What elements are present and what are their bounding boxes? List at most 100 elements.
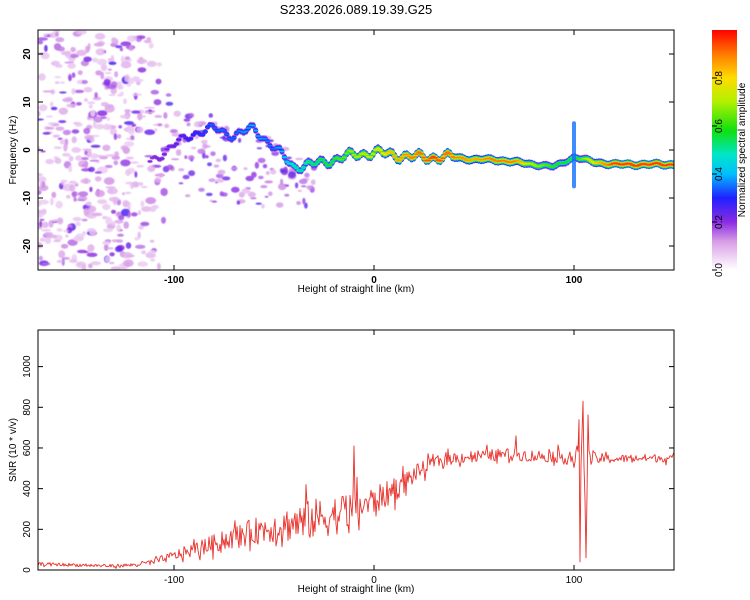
heatmap-noise-cell (116, 224, 121, 232)
heatmap-noise-cell (85, 45, 90, 53)
heatmap-noise-cell (147, 165, 156, 172)
heatmap-ridge-cell (253, 129, 259, 132)
heatmap-noise-cell (221, 176, 231, 181)
colorbar-tick-label: 0.2 (714, 215, 725, 229)
heatmap-noise-cell (295, 157, 304, 161)
heatmap-ridge-cell (397, 159, 403, 162)
heatmap-noise-cell (113, 160, 119, 166)
heatmap-ridge-cell (363, 153, 369, 156)
heatmap-noise-cell (254, 161, 260, 169)
heatmap-noise-cell (68, 165, 73, 173)
heatmap-noise-cell (280, 178, 284, 185)
colorbar-label: Normalized spectral amplitude (737, 82, 748, 217)
heatmap-noise-cell (86, 252, 98, 257)
heatmap-ridge-cell (377, 149, 383, 151)
heatmap-noise-cell (123, 221, 129, 229)
heatmap-noise-cell (97, 199, 108, 205)
heatmap-noise-cell (50, 197, 54, 206)
heatmap-noise-cell (50, 89, 56, 95)
heatmap-noise-cell (83, 86, 93, 93)
heatmap-noise-cell (38, 118, 44, 121)
x-tick-label: 0 (371, 275, 377, 286)
heatmap-noise-cell (265, 171, 270, 175)
heatmap-noise-cell (271, 151, 280, 156)
heatmap-noise-cell (204, 155, 209, 159)
snr-y-axis: 0 200 400 600 800 1000 (22, 355, 674, 573)
heatmap-ridge-cell (245, 127, 251, 129)
heatmap-noise-cell (213, 164, 220, 168)
heatmap-ridge-cell (250, 124, 256, 127)
heatmap-ridge-cell (164, 148, 170, 150)
heatmap-noise-cell (38, 173, 43, 177)
heatmap-noise-cell (68, 259, 78, 263)
heatmap-noise-cell (74, 89, 85, 94)
heatmap-noise-cell (42, 90, 53, 93)
heatmap-ridge-cell (315, 160, 321, 163)
heatmap-ridge-cell (368, 156, 374, 158)
heatmap-ridge-cell (289, 163, 295, 165)
heatmap-noise-cell (132, 181, 140, 188)
heatmap-noise-cell (66, 194, 71, 199)
heatmap-noise-cell (119, 114, 130, 119)
heatmap-noise-cell (74, 183, 79, 187)
heatmap-noise-cell (215, 178, 225, 183)
heatmap-noise-cell (38, 190, 42, 195)
heatmap-noise-cell (111, 220, 116, 226)
heatmap-noise-cell (48, 219, 54, 228)
heatmap-ridge-cell (373, 149, 379, 151)
heatmap-ridge-cell (279, 150, 285, 153)
heatmap-noise-cell (148, 42, 154, 49)
heatmap-noise-cell (47, 234, 58, 239)
heatmap-ridge-cell (224, 133, 230, 135)
heatmap-ridge-cell (308, 161, 314, 164)
heatmap-ridge-cell (149, 157, 155, 159)
heatmap-noise-cell (134, 236, 140, 241)
heatmap-ridge-cell (361, 152, 367, 154)
heatmap-noise-cell (95, 48, 106, 56)
heatmap-noise-cell (102, 123, 112, 130)
heatmap-noise-cell (100, 71, 105, 80)
y-tick-label: 800 (22, 399, 33, 416)
heatmap-noise-cell (102, 144, 111, 151)
heatmap-noise-cell (39, 218, 45, 221)
heatmap-noise-cell (257, 157, 266, 164)
heatmap-noise-cell (124, 56, 131, 60)
heatmap-noise-cell (65, 234, 69, 238)
heatmap-noise-cell (141, 185, 148, 189)
heatmap-noise-cell (117, 93, 123, 97)
heatmap-noise-cell (188, 113, 195, 118)
heatmap-noise-cell (102, 228, 114, 233)
heatmap-noise-cell (52, 219, 63, 222)
heatmap-noise-cell (141, 206, 152, 212)
heatmap-noise-cell (47, 122, 54, 126)
y-tick-label: 600 (22, 439, 33, 456)
heatmap-noise-cell (100, 102, 109, 107)
heatmap-noise-cell (211, 200, 218, 203)
heatmap-noise-cell (120, 61, 132, 69)
x-tick-label: 0 (371, 575, 377, 586)
heatmap-noise-cell (136, 164, 145, 168)
y-tick-label: 1000 (22, 355, 33, 378)
heatmap-ridge-cell (358, 153, 364, 155)
heatmap-noise-cell (304, 202, 308, 209)
heatmap-noise-cell (251, 171, 257, 178)
heatmap-noise-cell (38, 73, 46, 81)
heatmap-ridge-cell (413, 153, 419, 156)
heatmap-ridge-cell (200, 133, 206, 136)
heatmap-noise-cell (150, 89, 159, 95)
heatmap-noise-cell (59, 139, 66, 145)
heatmap-noise-cell (137, 231, 141, 239)
heatmap-noise-cell (198, 187, 205, 192)
heatmap-noise-cell (57, 46, 65, 52)
heatmap-ridge-cell (404, 153, 410, 156)
heatmap-noise-cell (297, 189, 302, 192)
heatmap-noise-cell (144, 129, 156, 135)
heatmap-ridge-cell (428, 157, 434, 160)
heatmap-ridge-cell (418, 152, 424, 155)
heatmap-noise-cell (60, 81, 65, 84)
heatmap-noise-cell (59, 91, 67, 94)
colorbar-tick-label: 0.0 (714, 263, 725, 277)
heatmap-noise-cell (161, 216, 166, 224)
heatmap-noise-cell (116, 211, 122, 217)
heatmap-noise-cell (54, 76, 62, 79)
